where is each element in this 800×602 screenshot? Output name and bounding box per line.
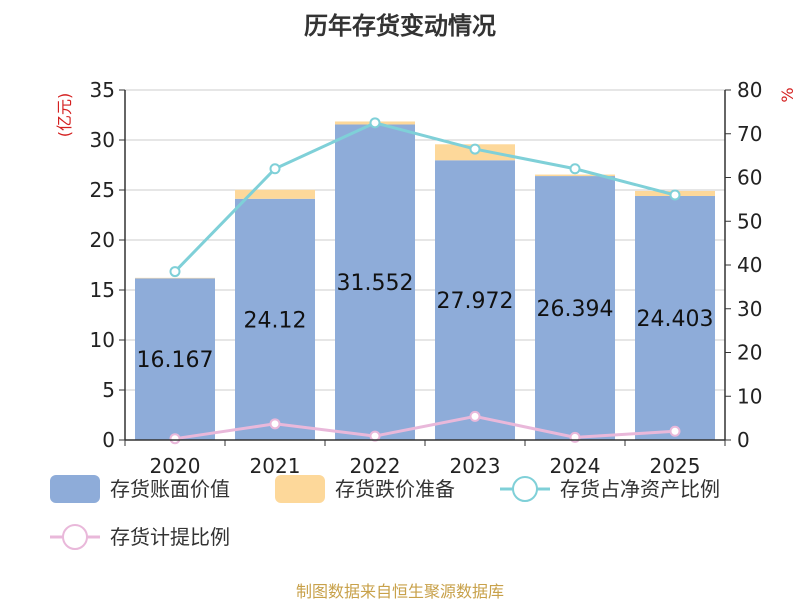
right-tick-label: 60 xyxy=(737,166,762,190)
point-inventory-to-net-assets xyxy=(169,266,181,278)
point-inventory-to-net-assets xyxy=(369,117,381,129)
legend-label: 存货计提比例 xyxy=(110,525,230,549)
left-tick-label: 35 xyxy=(90,78,115,102)
right-tick-label: 80 xyxy=(737,78,762,102)
left-tick-label: 0 xyxy=(102,428,115,452)
bar-book-value xyxy=(235,198,315,440)
bar-provision xyxy=(235,189,315,199)
x-tick-label: 2020 xyxy=(150,454,201,478)
x-tick-label: 2021 xyxy=(250,454,301,478)
legend-label: 存货占净资产比例 xyxy=(560,477,720,501)
left-axis-unit: (亿元) xyxy=(55,93,74,138)
line-layer xyxy=(169,117,681,445)
bar-book-value xyxy=(135,278,215,440)
chart-title: 历年存货变动情况 xyxy=(304,12,496,40)
right-tick-label: 40 xyxy=(737,253,762,277)
legend-swatch xyxy=(275,475,325,503)
right-tick-label: 50 xyxy=(737,209,762,233)
right-axis-unit: % xyxy=(778,87,797,102)
x-tick-label: 2022 xyxy=(350,454,401,478)
legend-marker xyxy=(512,476,538,502)
left-tick-label: 20 xyxy=(90,228,115,252)
bar-data-label: 31.552 xyxy=(337,271,414,296)
left-tick-label: 10 xyxy=(90,328,115,352)
left-tick-label: 15 xyxy=(90,278,115,302)
line-inventory-to-net-assets xyxy=(173,121,676,273)
bar-provision xyxy=(135,277,215,279)
bar-book-value xyxy=(535,176,615,440)
point-provision-ratio xyxy=(169,433,181,445)
left-tick-label: 25 xyxy=(90,178,115,202)
bar-book-value xyxy=(635,195,715,440)
bar-data-label: 26.394 xyxy=(537,297,614,322)
legend-label: 存货跌价准备 xyxy=(335,477,455,501)
bar-data-label: 27.972 xyxy=(437,289,514,314)
point-inventory-to-net-assets xyxy=(669,189,681,201)
point-provision-ratio xyxy=(269,418,281,430)
bar-book-value xyxy=(435,160,515,440)
point-inventory-to-net-assets xyxy=(569,163,581,175)
x-tick-label: 2025 xyxy=(650,454,701,478)
left-tick-label: 30 xyxy=(90,128,115,152)
bar-data-label: 24.12 xyxy=(244,308,307,333)
line-provision-ratio xyxy=(174,414,676,441)
label-layer: 16.167 24.12 31.552 27.972 26.394 24.403 xyxy=(137,271,714,373)
point-inventory-to-net-assets xyxy=(269,163,281,175)
legend-swatch xyxy=(50,475,100,503)
bar-layer xyxy=(135,121,715,440)
source-footer: 制图数据来自恒生聚源数据库 xyxy=(295,582,504,601)
bar-data-label: 16.167 xyxy=(137,348,214,373)
right-tick-label: 0 xyxy=(737,428,750,452)
bar-book-value xyxy=(335,124,415,440)
legend-label: 存货账面价值 xyxy=(110,477,230,501)
bar-data-label: 24.403 xyxy=(637,307,714,332)
legend-marker xyxy=(62,524,88,550)
point-provision-ratio xyxy=(369,430,381,442)
right-tick-label: 30 xyxy=(737,297,762,321)
point-inventory-to-net-assets xyxy=(469,143,481,155)
point-provision-ratio xyxy=(469,410,481,422)
x-tick-label: 2024 xyxy=(550,454,601,478)
left-tick-label: 5 xyxy=(102,378,115,402)
right-tick-label: 20 xyxy=(737,341,762,365)
bar-provision xyxy=(535,174,615,177)
point-provision-ratio xyxy=(669,425,681,437)
x-tick-label: 2023 xyxy=(450,454,501,478)
right-tick-label: 10 xyxy=(737,384,762,408)
right-tick-label: 70 xyxy=(737,122,762,146)
